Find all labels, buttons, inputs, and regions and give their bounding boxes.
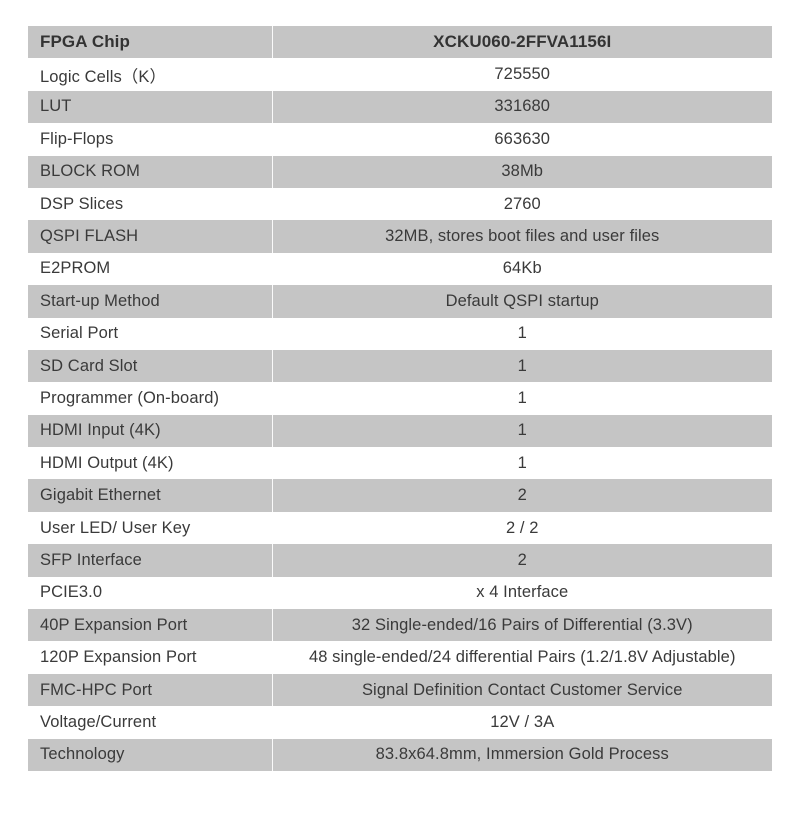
table-row: 120P Expansion Port48 single-ended/24 di… [28, 641, 772, 673]
row-value: 725550 [272, 58, 772, 90]
row-value: 12V / 3A [272, 706, 772, 738]
row-value: 2760 [272, 188, 772, 220]
table-row: HDMI Output (4K)1 [28, 447, 772, 479]
row-label: Voltage/Current [28, 706, 272, 738]
row-value: 38Mb [272, 156, 772, 188]
table-row: User LED/ User Key2 / 2 [28, 512, 772, 544]
row-label: PCIE3.0 [28, 577, 272, 609]
row-label: Flip-Flops [28, 123, 272, 155]
table-row: LUT331680 [28, 91, 772, 123]
table-row: BLOCK ROM38Mb [28, 156, 772, 188]
row-label: HDMI Output (4K) [28, 447, 272, 479]
row-label: Programmer (On-board) [28, 382, 272, 414]
table-row: Voltage/Current12V / 3A [28, 706, 772, 738]
table-row: Serial Port1 [28, 318, 772, 350]
row-label: SFP Interface [28, 544, 272, 576]
row-label: BLOCK ROM [28, 156, 272, 188]
table-row: FMC-HPC PortSignal Definition Contact Cu… [28, 674, 772, 706]
row-label: 40P Expansion Port [28, 609, 272, 641]
row-label: DSP Slices [28, 188, 272, 220]
table-row: QSPI FLASH32MB, stores boot files and us… [28, 220, 772, 252]
table-row: SFP Interface2 [28, 544, 772, 576]
row-label: E2PROM [28, 253, 272, 285]
header-value-cell: XCKU060-2FFVA1156I [272, 26, 772, 58]
spec-table-body: FPGA Chip XCKU060-2FFVA1156I Logic Cells… [28, 26, 772, 771]
row-value: 2 [272, 479, 772, 511]
row-value: 331680 [272, 91, 772, 123]
row-value: 663630 [272, 123, 772, 155]
table-row: Logic Cells（K）725550 [28, 58, 772, 90]
table-row: E2PROM64Kb [28, 253, 772, 285]
row-value: 83.8x64.8mm, Immersion Gold Process [272, 739, 772, 771]
row-label: Serial Port [28, 318, 272, 350]
row-value: 2 / 2 [272, 512, 772, 544]
row-value: 2 [272, 544, 772, 576]
row-label: 120P Expansion Port [28, 641, 272, 673]
table-row: Flip-Flops663630 [28, 123, 772, 155]
table-row: 40P Expansion Port32 Single-ended/16 Pai… [28, 609, 772, 641]
row-label: Logic Cells（K） [28, 58, 272, 90]
table-row: Technology83.8x64.8mm, Immersion Gold Pr… [28, 739, 772, 771]
header-label-cell: FPGA Chip [28, 26, 272, 58]
table-row: Start-up MethodDefault QSPI startup [28, 285, 772, 317]
row-label: Technology [28, 739, 272, 771]
row-label: SD Card Slot [28, 350, 272, 382]
table-row: DSP Slices2760 [28, 188, 772, 220]
row-value: 1 [272, 382, 772, 414]
row-value: 64Kb [272, 253, 772, 285]
row-value: 32 Single-ended/16 Pairs of Differential… [272, 609, 772, 641]
row-value: 48 single-ended/24 differential Pairs (1… [272, 641, 772, 673]
row-label: HDMI Input (4K) [28, 415, 272, 447]
row-value: 32MB, stores boot files and user files [272, 220, 772, 252]
spec-table: FPGA Chip XCKU060-2FFVA1156I Logic Cells… [28, 26, 772, 771]
row-value: 1 [272, 318, 772, 350]
row-label: Start-up Method [28, 285, 272, 317]
row-label: LUT [28, 91, 272, 123]
row-value: Default QSPI startup [272, 285, 772, 317]
table-row: Gigabit Ethernet2 [28, 479, 772, 511]
row-value: 1 [272, 415, 772, 447]
row-label: QSPI FLASH [28, 220, 272, 252]
table-row: SD Card Slot1 [28, 350, 772, 382]
row-value: 1 [272, 447, 772, 479]
row-value: x 4 Interface [272, 577, 772, 609]
row-value: Signal Definition Contact Customer Servi… [272, 674, 772, 706]
table-row: Programmer (On-board)1 [28, 382, 772, 414]
table-header-row: FPGA Chip XCKU060-2FFVA1156I [28, 26, 772, 58]
row-label: FMC-HPC Port [28, 674, 272, 706]
row-label: User LED/ User Key [28, 512, 272, 544]
table-row: PCIE3.0x 4 Interface [28, 577, 772, 609]
row-label: Gigabit Ethernet [28, 479, 272, 511]
table-row: HDMI Input (4K)1 [28, 415, 772, 447]
row-value: 1 [272, 350, 772, 382]
